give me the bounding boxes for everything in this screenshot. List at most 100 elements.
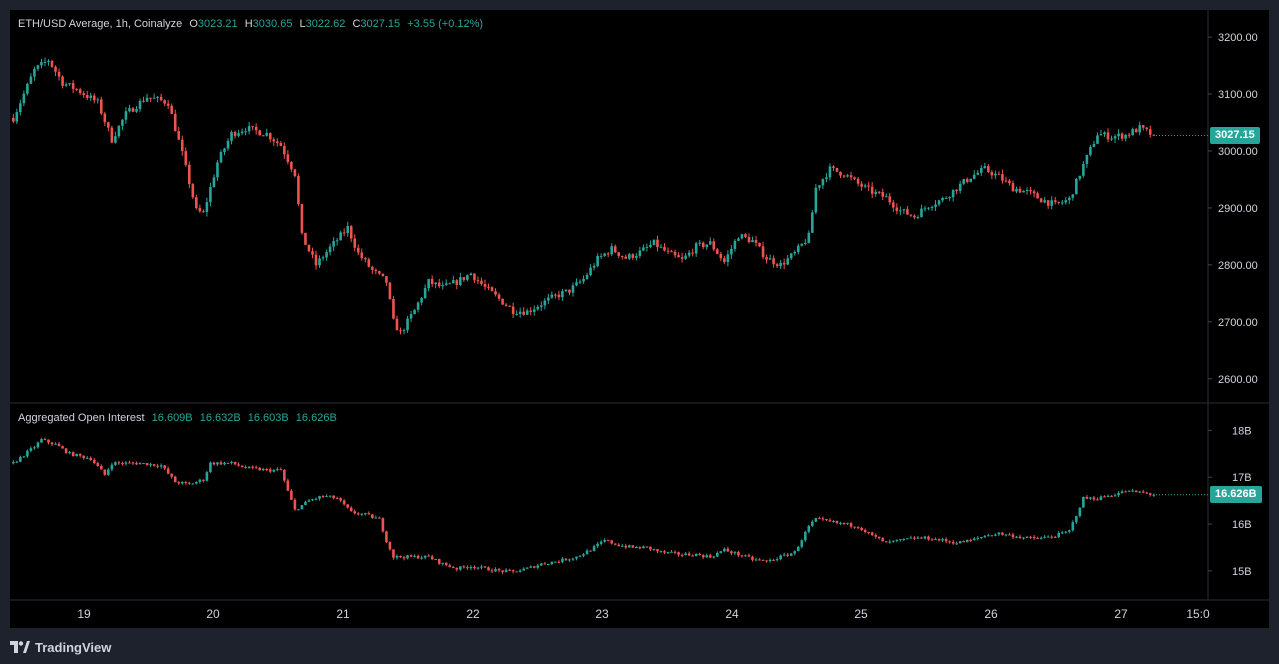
oi-candle [603,540,606,542]
price-candle [1152,134,1156,136]
oi-candle [1134,490,1138,493]
price-candle [575,282,578,286]
oi-candle [367,513,371,515]
oi-candle [923,536,927,539]
price-candle [881,191,885,197]
price-candle [557,294,561,298]
oi-candle [1001,532,1004,535]
chart-frame[interactable]: 3200.00 3100.00 3000.00 2900.00 2800.00 2700.… [10,10,1269,628]
price-candle [430,279,434,285]
oi-candle [381,518,385,532]
price-candle [57,71,61,77]
price-candle [64,84,68,86]
oi-candle [547,563,550,565]
price-candle [1032,191,1036,194]
price-candle [1099,134,1103,136]
price-candle [216,162,219,178]
oi-candle [124,462,128,464]
price-candle [691,252,694,254]
oi-candle [261,469,265,471]
oi-candle [578,555,582,557]
price-candle [698,242,701,244]
oi-candle [1127,490,1131,492]
price-candle [1068,197,1071,201]
price-candle [349,226,353,239]
price-candle [1096,135,1099,144]
oi-candle [811,521,814,526]
oi-candle [388,542,392,550]
price-candle [656,239,659,248]
price-candle [624,256,628,259]
oi-candle [297,509,300,511]
oi-candle [501,570,504,573]
price-tick-label: 3100.00 [1218,89,1258,101]
price-candle [501,298,504,305]
price-candle [173,113,177,131]
price-candle [906,209,909,215]
price-candle [1082,163,1085,176]
oi-candle [142,463,145,465]
oi-candle [958,541,962,544]
oi-candle [188,482,191,484]
oi-candle [152,464,156,466]
price-candle [895,207,899,212]
oi-candle [149,464,152,466]
price-candle [733,240,737,249]
price-candle [846,175,849,177]
price-candle [1008,180,1011,184]
price-candle [385,276,388,283]
price-candle [293,169,297,177]
price-candle [863,185,867,187]
oi-candle [652,549,656,551]
oi-candle [895,539,899,541]
oi-candle [490,570,494,572]
price-candle [402,330,406,332]
oi-candle [860,528,863,531]
oi-tick-label: 16B [1232,519,1252,531]
oi-candle [712,556,716,558]
price-candle [606,253,610,255]
oi-candle [656,549,659,552]
price-candle [916,217,920,219]
oi-candle [265,469,269,471]
price-candle [26,83,29,94]
price-candle [807,232,811,243]
price-candle [247,126,251,132]
oi-candle [314,498,318,500]
price-candle [1036,193,1039,199]
price-candle [599,255,603,257]
price-candle [406,318,409,331]
oi-candle [1120,491,1124,494]
price-candle [427,279,430,289]
oi-candle [57,443,61,447]
oi-candle [532,566,536,568]
price-candle [480,280,483,285]
oi-candle [1085,496,1089,499]
price-candle [240,131,244,134]
price-candle [395,318,399,331]
oi-candle [455,567,459,570]
price-candle [328,246,332,253]
tradingview-logo[interactable]: TradingView [10,638,111,656]
price-candle [487,286,490,288]
legend-high-label: H [244,18,253,30]
price-candle [1046,200,1050,206]
oi-candle [459,566,462,570]
price-candle [751,240,754,243]
chart-canvas[interactable]: 3200.00 3100.00 3000.00 2900.00 2800.00 2700.… [10,10,1269,628]
oi-candle [818,518,821,520]
price-candle [652,239,656,245]
oi-candle [304,501,307,506]
tradingview-logo-icon [10,641,30,653]
oi-candle [853,526,856,528]
oi-candle [1117,493,1120,496]
oi-candle [71,452,75,457]
oi-candle [441,562,445,564]
oi-candle [444,562,448,566]
oi-candle [85,458,89,460]
oi-candle [944,539,948,542]
time-tick-label: 25 [854,607,868,621]
price-candle [226,140,230,149]
oi-candle [793,551,797,554]
price-legend: ETH/USD Average, 1h, Coinalyze O3023.21 … [18,18,487,30]
